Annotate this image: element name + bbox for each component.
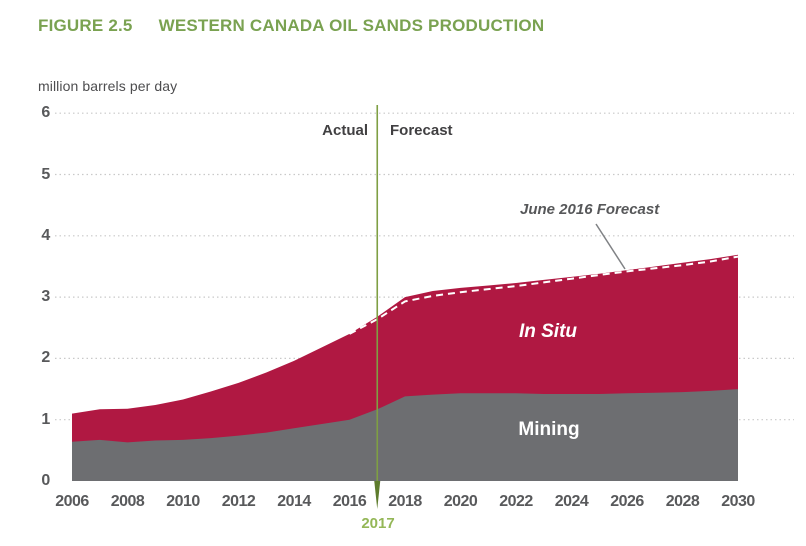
x-tick-label: 2026 [610, 493, 644, 510]
y-tick-label: 2 [41, 349, 50, 367]
forecast-period-label: Forecast [390, 122, 453, 139]
y-tick-label: 1 [41, 410, 50, 428]
x-tick-label: 2030 [721, 493, 755, 510]
figure-title: WESTERN CANADA OIL SANDS PRODUCTION [158, 16, 545, 35]
x-tick-label: 2028 [665, 493, 700, 510]
x-tick-label: 2022 [499, 493, 533, 510]
divider-arrow-icon [374, 481, 381, 509]
x-tick-label: 2012 [221, 493, 256, 510]
callout-line [595, 223, 626, 270]
figure-header: FIGURE 2.5 WESTERN CANADA OIL SANDS PRODU… [38, 16, 544, 36]
y-tick-label: 3 [41, 288, 50, 306]
x-tick-label: 2016 [332, 493, 367, 510]
y-axis-unit-label: million barrels per day [38, 78, 178, 94]
mining-area-label: Mining [518, 419, 580, 440]
actual-period-label: Actual [322, 122, 368, 139]
figure-number: FIGURE 2.5 [38, 16, 133, 35]
june-2016-forecast-callout-label: June 2016 Forecast [520, 201, 660, 218]
x-tick-label: 2024 [554, 493, 589, 510]
june-2016-forecast-line [349, 255, 739, 335]
y-tick-label: 5 [41, 165, 50, 183]
y-tick-label: 0 [41, 472, 50, 489]
mining-area [72, 389, 738, 481]
in-situ-area-label: In Situ [518, 321, 578, 342]
x-tick-label: 2008 [110, 493, 145, 510]
x-tick-label: 2014 [277, 493, 311, 510]
x-tick-label: 2020 [443, 493, 478, 510]
x-tick-label: 2006 [55, 493, 89, 510]
y-tick-label: 4 [41, 226, 50, 244]
x-tick-label: 2018 [388, 493, 422, 510]
divider-year-label: 2017 [361, 515, 395, 532]
x-tick-label: 2010 [166, 493, 200, 510]
y-tick-label: 6 [41, 104, 50, 122]
